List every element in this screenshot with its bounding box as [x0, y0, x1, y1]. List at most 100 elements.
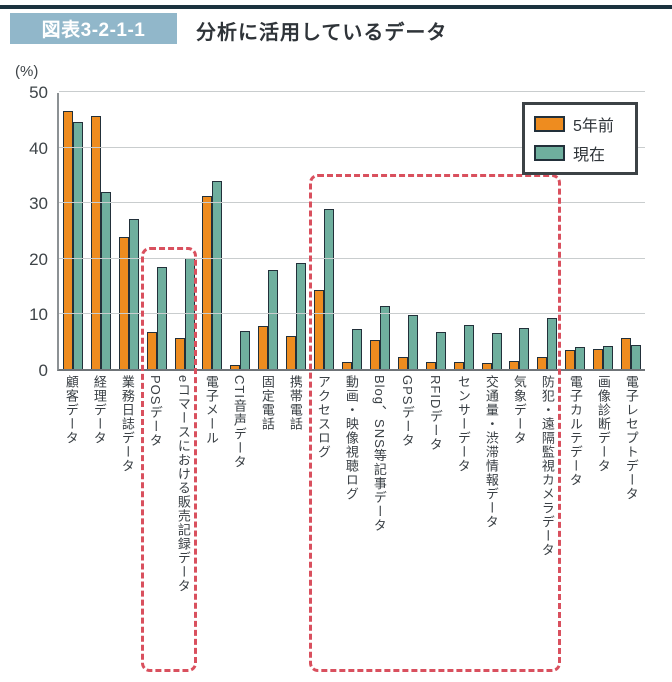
- category-label: アクセスログ: [309, 375, 337, 667]
- bar-current: [631, 345, 642, 369]
- category-label-text: 画像診断データ: [595, 375, 611, 473]
- bar-current: [240, 330, 251, 369]
- bar-current: [128, 218, 139, 369]
- bar-past: [621, 337, 632, 369]
- bar-group: [143, 93, 171, 369]
- category-label-text: Blog、SNS等記事データ: [371, 375, 387, 533]
- bar-group: [506, 93, 534, 369]
- bar-group: [254, 93, 282, 369]
- y-tick-label-50: 50: [29, 83, 48, 102]
- category-label-text: アクセスログ: [315, 375, 331, 459]
- y-tick-label-0: 0: [38, 361, 48, 380]
- category-label-text: センサーデータ: [455, 375, 471, 473]
- bar-current: [156, 267, 167, 369]
- category-label-text: 顧客データ: [63, 375, 79, 445]
- figure-title: 分析に活用しているデータ: [196, 21, 448, 44]
- category-label: 業務日誌データ: [113, 375, 141, 667]
- category-label-text: CTI音声データ: [231, 375, 247, 469]
- bar-group: [366, 93, 394, 369]
- category-label: 電子メール: [197, 375, 225, 667]
- bar-group: [59, 93, 87, 369]
- category-label: 経理データ: [85, 375, 113, 667]
- gridline-30: [59, 202, 645, 204]
- category-label: 気象データ: [505, 375, 533, 667]
- bar-group: [338, 93, 366, 369]
- legend-item-past: 5年前: [534, 112, 627, 136]
- bar-past: [90, 116, 101, 369]
- category-label: Blog、SNS等記事データ: [365, 375, 393, 667]
- figure-number-badge: 図表3-2-1-1: [10, 13, 177, 44]
- bar-group: [422, 93, 450, 369]
- bar-current: [519, 328, 530, 369]
- bar-past: [509, 361, 520, 369]
- bar-group: [310, 93, 338, 369]
- category-label-text: 電子メール: [203, 375, 219, 445]
- bar-current: [379, 306, 390, 369]
- legend: 5年前 現在: [522, 102, 638, 175]
- bar-group: [394, 93, 422, 369]
- category-label-text: 携帯電話: [287, 375, 303, 431]
- gridline-10: [59, 313, 645, 315]
- category-label: GPSデータ: [393, 375, 421, 667]
- category-label: CTI音声データ: [225, 375, 253, 667]
- bar-past: [62, 111, 73, 369]
- bar-current: [575, 346, 586, 369]
- category-label: RFIDデータ: [421, 375, 449, 667]
- y-tick-label-40: 40: [29, 138, 48, 158]
- bar-current: [603, 346, 614, 369]
- legend-swatch-current: [534, 145, 565, 161]
- category-label: POSデータ: [141, 375, 169, 667]
- bar-past: [453, 361, 464, 369]
- bar-current: [72, 122, 83, 369]
- bar-group: [282, 93, 310, 369]
- category-label: 携帯電話: [281, 375, 309, 667]
- legend-item-current: 現在: [534, 141, 627, 165]
- bar-past: [397, 357, 408, 369]
- bar-past: [286, 335, 297, 369]
- category-label: 顧客データ: [57, 375, 85, 667]
- bar-current: [407, 314, 418, 369]
- bar-group: [478, 93, 506, 369]
- bar-group: [617, 93, 645, 369]
- category-label: 固定電話: [253, 375, 281, 667]
- category-label-text: GPSデータ: [399, 375, 415, 448]
- bar-group: [533, 93, 561, 369]
- bar-current: [547, 318, 558, 369]
- bar-group: [171, 93, 199, 369]
- category-label-text: 経理データ: [91, 375, 107, 445]
- y-tick-label-10: 10: [29, 305, 48, 325]
- bar-group: [561, 93, 589, 369]
- plot-area: [57, 91, 645, 371]
- category-label: eコマースにおける販売記録データ: [169, 375, 197, 667]
- bar-current: [435, 331, 446, 369]
- bar-group: [199, 93, 227, 369]
- bar-current: [463, 324, 474, 369]
- y-axis-unit-label: (%): [15, 63, 39, 80]
- category-label: 防犯・遠隔監視カメラデータ: [533, 375, 561, 667]
- bar-group: [226, 93, 254, 369]
- bar-group: [115, 93, 143, 369]
- bar-past: [314, 290, 325, 369]
- bar-past: [565, 349, 576, 369]
- y-tick-label-30: 30: [29, 194, 48, 214]
- category-label-text: 気象データ: [511, 375, 527, 445]
- gridline-40: [59, 146, 645, 148]
- bar-past: [230, 365, 241, 369]
- bar-current: [296, 263, 307, 369]
- bar-past: [342, 362, 353, 369]
- category-label: 電子カルテデータ: [561, 375, 589, 667]
- category-label-text: 交通量・渋滞情報データ: [483, 375, 499, 529]
- gridline-20: [59, 257, 645, 259]
- category-label: 画像診断データ: [589, 375, 617, 667]
- category-label-text: 電子カルテデータ: [567, 375, 583, 487]
- category-label-text: POSデータ: [147, 375, 163, 448]
- bar-past: [118, 237, 129, 369]
- bar-group: [450, 93, 478, 369]
- legend-swatch-past: [534, 116, 565, 132]
- bar-past: [146, 331, 157, 369]
- legend-label-past: 5年前: [573, 118, 614, 135]
- category-label-text: 動画・映像視聴ログ: [343, 375, 359, 501]
- bar-past: [258, 325, 269, 369]
- bar-current: [100, 191, 111, 369]
